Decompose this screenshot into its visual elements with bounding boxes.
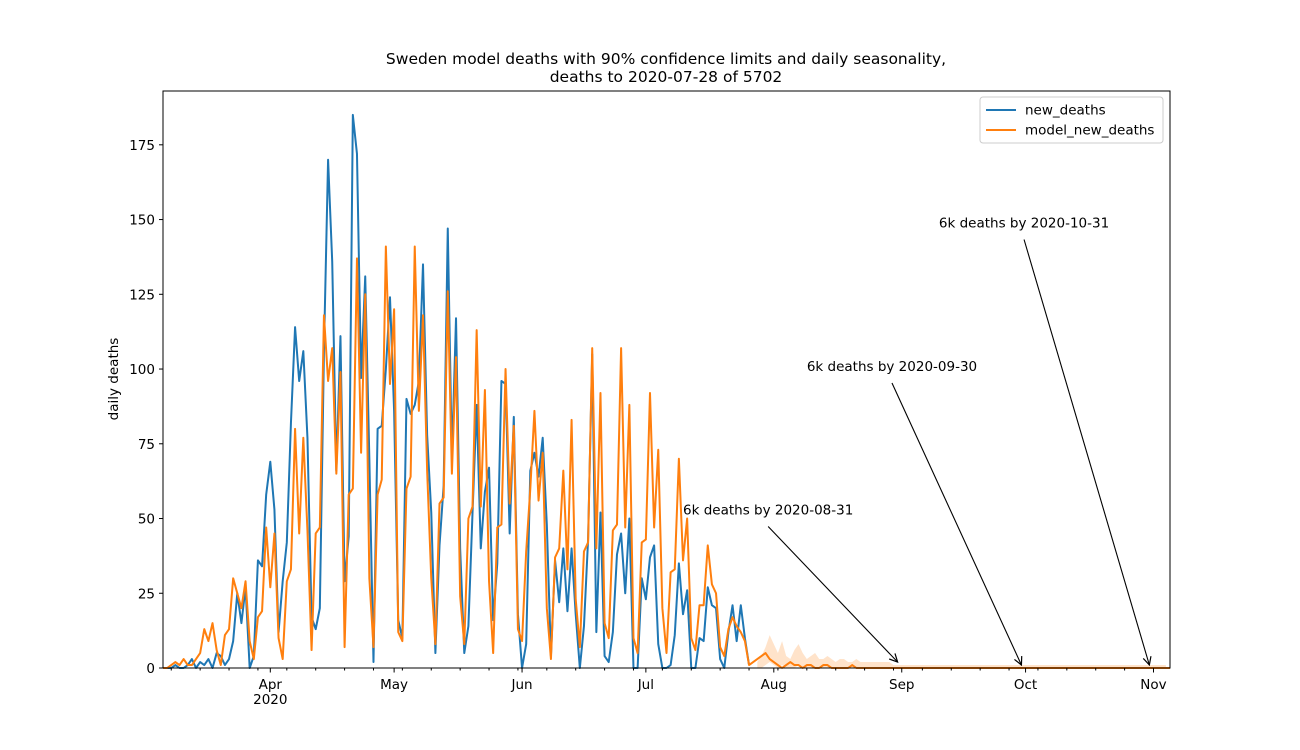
series-line-new-deaths (163, 113, 751, 669)
x-tick-label-1: May (380, 677, 408, 693)
x-tick-label-3: Jul (637, 677, 654, 693)
x-tick-label-2: Jun (511, 677, 533, 693)
y-tick-label-7: 175 (129, 138, 155, 154)
x-tick-label-6: Oct (1014, 677, 1037, 693)
y-axis-label: daily deaths (106, 338, 122, 421)
legend-label-model-new-deaths: model_new_deaths (1025, 123, 1154, 139)
annotation-layer: 6k deaths by 2020-08-31 6k deaths by 2020… (683, 216, 1149, 665)
series-layer (163, 113, 1170, 669)
y-tick-label-1: 25 (138, 586, 155, 602)
annotation-arrow-0 (767, 526, 897, 663)
plot-frame (162, 90, 1171, 669)
y-tick-label-5: 125 (129, 287, 155, 303)
x-tick-sublabel-0: 2020 (253, 692, 287, 708)
confidence-band (757, 635, 1166, 668)
legend-label-new-deaths: new_deaths (1025, 103, 1106, 119)
chart-subtitle: deaths to 2020-07-28 of 5702 (550, 68, 783, 86)
annotation-label-0: 6k deaths by 2020-08-31 (683, 503, 853, 519)
annotation-label-1: 6k deaths by 2020-09-30 (807, 359, 977, 375)
y-tick-label-0: 0 (146, 661, 155, 677)
x-tick-label-0: Apr (259, 677, 283, 693)
series-line-model-new-deaths (163, 245, 1170, 669)
annotation-arrow-1 (891, 382, 1021, 665)
annotation-arrow-2 (1023, 239, 1149, 665)
y-tick-label-4: 100 (129, 362, 155, 378)
x-tick-label-4: Aug (761, 677, 787, 693)
y-tick-label-2: 50 (138, 512, 155, 528)
legend-box (979, 96, 1164, 144)
y-tick-label-6: 150 (129, 213, 155, 229)
annotation-label-2: 6k deaths by 2020-10-31 (939, 216, 1109, 232)
x-tick-label-5: Sep (889, 677, 914, 693)
y-axis: 0 25 50 75 100 125 150 175 (129, 138, 163, 677)
chart-title: Sweden model deaths with 90% confidence … (386, 50, 946, 68)
confidence-band-layer (757, 635, 1166, 668)
x-tick-label-7: Nov (1140, 677, 1166, 693)
legend: new_deaths model_new_deaths (979, 96, 1164, 144)
y-tick-label-3: 75 (138, 437, 155, 453)
